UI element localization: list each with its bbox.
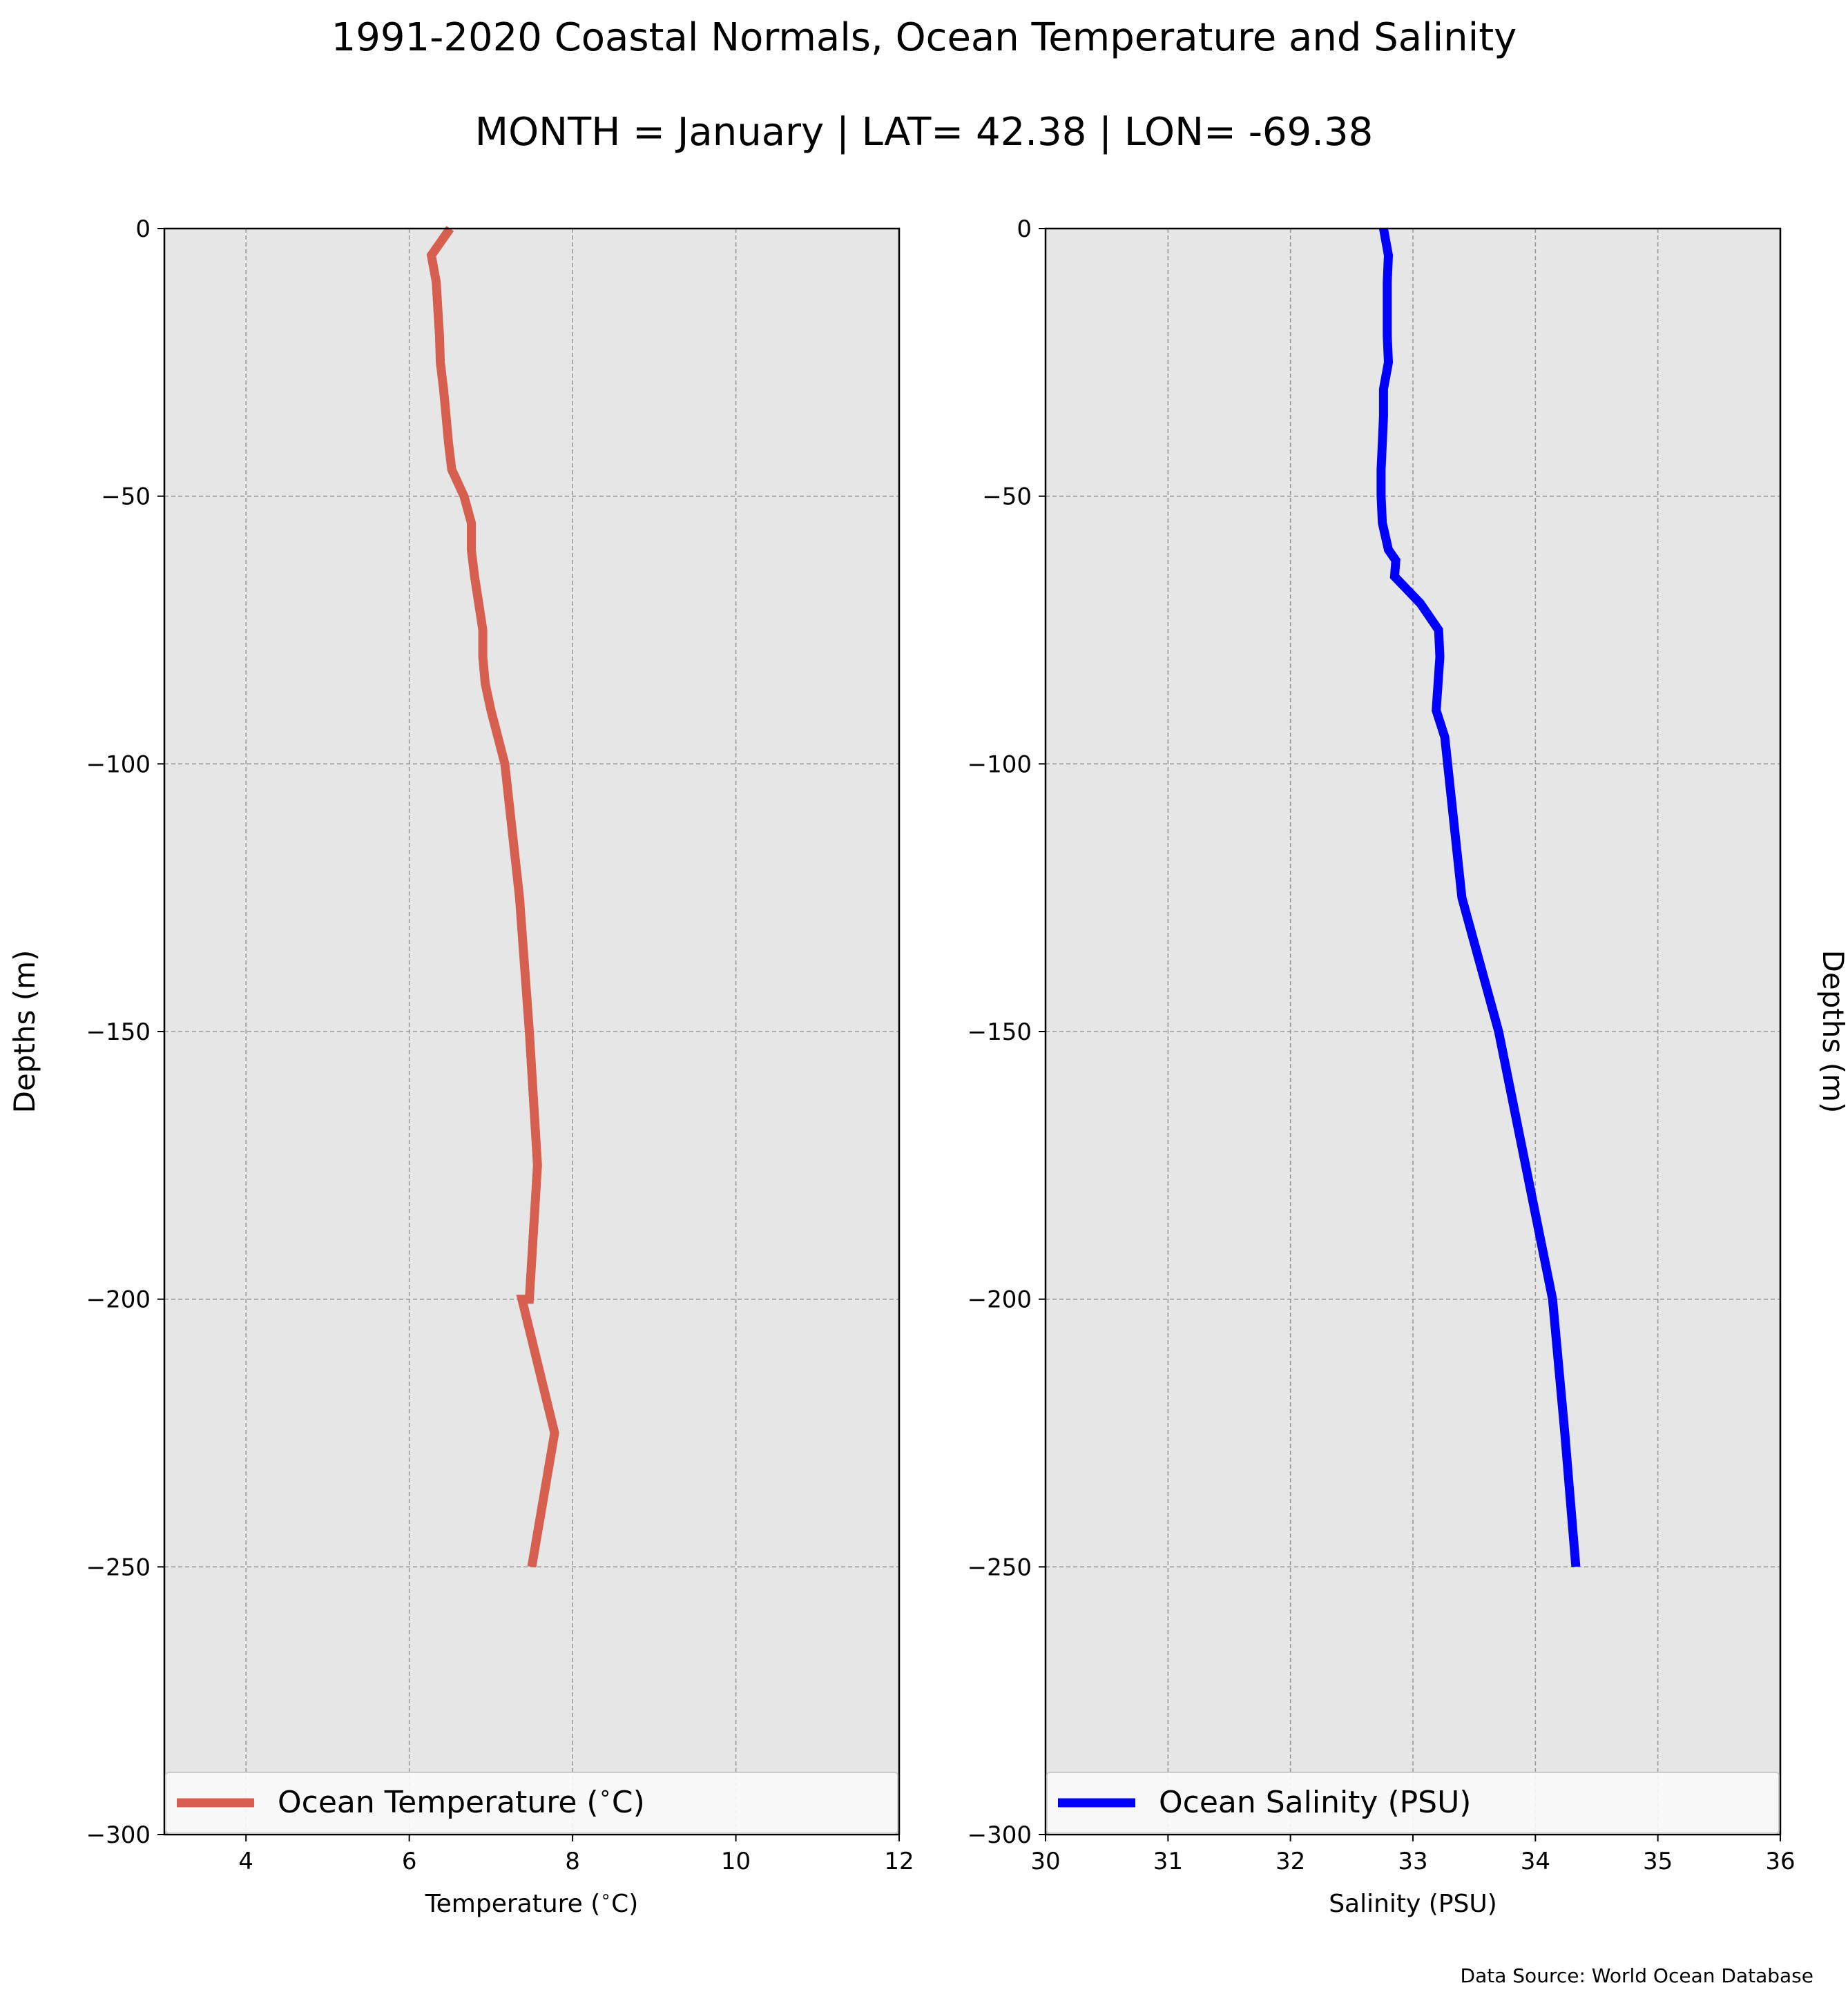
chart-subtitle: MONTH = January | LAT= 42.38 | LON= -69.… [475,110,1373,155]
x-tick-label: 6 [402,1848,417,1875]
y-tick-label: −250 [86,1554,151,1581]
temperature-panel: 4 6 8 10 12 0 −50 −100 −150 −200 −250 −300 Temperatu… [8,215,914,1918]
y-tick-label: −50 [101,483,151,511]
series-line [1376,227,1581,1567]
y-tick-label: −50 [982,483,1032,511]
y-tick-label: −250 [968,1554,1032,1581]
y-tick-label: −100 [968,751,1032,778]
y-tick-label: −150 [968,1018,1032,1046]
x-tick-label: 34 [1521,1848,1550,1875]
series-line [426,226,559,1568]
y-tick-label: −300 [968,1821,1032,1849]
legend-label: Ocean Salinity (PSU) [1159,1785,1471,1820]
x-tick-label: 4 [238,1848,253,1875]
y-tick-label: −200 [86,1286,151,1314]
legend-box [165,1772,898,1834]
legend-box [1046,1772,1780,1834]
y-tick-label: 0 [1017,215,1032,243]
y-tick-label: −300 [86,1821,151,1849]
x-tick-label: 30 [1030,1848,1060,1875]
x-tick-label: 35 [1643,1848,1673,1875]
y-axis-label: Depths (m) [1816,950,1848,1114]
x-tick-label: 32 [1276,1848,1305,1875]
x-tick-label: 33 [1398,1848,1427,1875]
x-axis-label: Salinity (PSU) [1329,1890,1497,1918]
source-note: Data Source: World Ocean Database [1461,1964,1813,1987]
y-tick-label: −150 [86,1018,151,1046]
chart-title: 1991-2020 Coastal Normals, Ocean Tempera… [331,15,1517,60]
x-tick-label: 8 [565,1848,580,1875]
x-tick-label: 12 [884,1848,914,1875]
y-tick-label: −100 [86,751,151,778]
x-tick-label: 36 [1765,1848,1795,1875]
y-tick-label: 0 [135,215,151,243]
legend-label: Ocean Temperature (∘C) [278,1781,645,1820]
x-tick-label: 31 [1153,1848,1183,1875]
x-tick-label: 10 [721,1848,751,1875]
x-axis-label: Temperature (∘C) [425,1886,639,1919]
y-tick-label: −200 [968,1286,1032,1314]
y-axis-label: Depths (m) [8,950,41,1114]
salinity-panel: 30 31 32 33 34 35 36 0 −50 −100 −150 −200 −250 −300 Sa… [968,215,1848,1918]
